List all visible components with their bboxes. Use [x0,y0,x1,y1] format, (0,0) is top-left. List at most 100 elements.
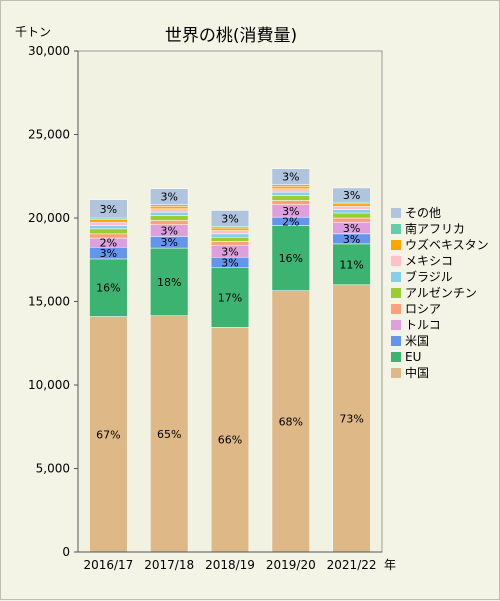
chart-title: 世界の桃(消費量) [165,26,297,46]
bar-segment [332,284,371,553]
bar-segment [332,206,371,210]
data-label: 73% [339,412,363,425]
bar-segment [89,221,128,226]
bar-segment [210,241,250,246]
y-tick-label: 25,000 [28,128,70,142]
bar-segment [332,243,371,286]
bar-segment [271,168,310,185]
legend-label: ブラジル [405,269,453,284]
data-label: 3% [282,205,299,218]
bar-segment [89,217,128,220]
data-label: 3% [160,191,177,204]
y-tick-label: 15,000 [28,295,70,309]
bar-segment [332,217,371,223]
bar-segment [89,233,128,239]
data-label: 66% [218,434,242,447]
bar-segment [271,188,310,193]
bar-segment [150,204,189,207]
bar-segment [332,201,371,205]
legend-swatch [391,256,401,266]
legend-label: ウズベキスタン [405,237,489,252]
legend-swatch [391,272,401,282]
data-label: 3% [221,256,238,269]
data-label: 18% [157,276,181,289]
data-label: 3% [343,233,360,246]
legend-label: トルコ [405,318,441,332]
bar-segment [89,199,128,219]
y-tick-label: 10,000 [28,378,70,392]
bar-segment [89,258,128,317]
data-label: 16% [96,282,120,295]
legend-swatch [391,240,401,250]
legend-swatch [391,368,401,378]
data-label: 3% [221,212,238,225]
legend-label: メキシコ [405,254,453,268]
bar-segment [271,225,310,291]
bar-segment [89,228,128,235]
legend-label: ロシア [405,302,441,316]
data-label: 3% [160,225,177,238]
x-tick-label: 2016/17 [83,558,133,572]
bar-segment [150,188,189,205]
data-label: 3% [282,171,299,184]
legend-label: 米国 [405,334,429,348]
data-label: 3% [160,236,177,249]
legend-swatch [391,336,401,346]
legend-label: EU [405,350,421,364]
bar-segment [271,200,310,205]
y-tick-label: 5,000 [36,462,70,476]
y-axis-unit: 千トン [15,25,51,39]
y-tick-label: 20,000 [28,211,70,225]
data-label: 17% [218,291,242,304]
bar-segment [89,225,128,230]
bar-segment [332,209,371,214]
data-label: 3% [343,222,360,235]
x-axis-unit: 年 [384,558,396,572]
data-label: 65% [157,428,181,441]
bar-segment [89,219,128,223]
data-label: 68% [279,415,303,428]
bar-segment [150,247,189,316]
bar-segment [150,211,189,216]
legend-swatch [391,352,401,362]
x-tick-label: 2021/22 [327,558,377,572]
bar-segment [332,203,371,207]
data-label: 3% [100,247,117,260]
bar-segment [150,206,189,210]
legend-label: アルゼンチン [405,286,477,300]
bar-segment [150,220,189,225]
legend-swatch [391,224,401,234]
bar-segment [271,186,310,190]
bar-segment [271,290,310,553]
legend-swatch [391,320,401,330]
data-label: 3% [100,203,117,216]
bar-segment [271,191,310,196]
plot-area: 0 5,000 10,000 15,000 20,000 25,000 30,000 67% 1… [28,44,383,572]
bar-segment [150,315,189,553]
y-tick-label: 30,000 [28,44,70,58]
legend-label: その他 [405,206,441,220]
bar-segment [271,184,310,187]
bar-segment [332,212,371,219]
x-tick-label: 2018/19 [205,558,255,572]
bar-segment [210,233,250,238]
data-label: 2% [282,215,299,228]
bar-segment [89,316,128,553]
legend-swatch [391,208,401,218]
data-label: 2% [100,237,117,250]
bar-segment [210,210,250,227]
bar-segment [271,195,310,201]
data-label: 11% [339,258,363,271]
data-label: 67% [96,428,120,441]
bar-segment [210,230,250,235]
legend-label: 南アフリカ [405,221,465,236]
bar-segment [210,236,250,242]
y-tick-label: 0 [62,545,70,559]
x-tick-label: 2019/20 [266,558,316,572]
bar-segment [210,227,250,231]
legend-swatch [391,288,401,298]
x-tick-label: 2017/18 [144,558,194,572]
bar-segment [150,215,189,221]
